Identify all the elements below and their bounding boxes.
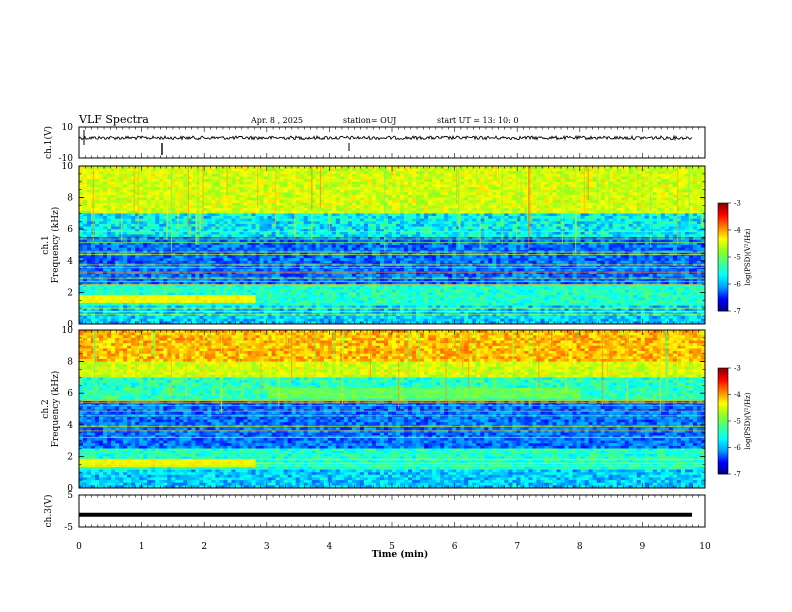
colorbar-tick-label: -5: [734, 418, 741, 426]
x-tick-label: 5: [389, 542, 395, 552]
colorbar-label: log(PSD)(V²/Hz): [744, 392, 752, 449]
x-tick-label: 3: [264, 542, 270, 552]
colorbar-tick-label: -6: [734, 281, 741, 289]
colorbar-tick-label: -3: [734, 200, 741, 208]
ch1-spectrogram-panel: 10 8 6 4 2 0 ch.1 Frequency (kHz): [41, 162, 706, 330]
y-tick-label: -5: [64, 523, 73, 533]
x-tick-label: 8: [577, 542, 583, 552]
ch1-waveform-panel: 10 -10 ch.1(V): [43, 123, 706, 164]
y-tick-label: 8: [67, 358, 73, 368]
colorbar-tick-label: -4: [734, 391, 741, 399]
x-tick-label: 2: [201, 542, 207, 552]
y-axis-label-channel: ch.2: [41, 399, 51, 418]
x-tick-label: 6: [452, 542, 458, 552]
ch3-waveform-panel: 5 -5 ch.3(V): [43, 491, 706, 533]
y-tick-label: 0: [67, 484, 73, 494]
y-tick-label: 0: [67, 320, 73, 330]
y-tick-label: 8: [67, 194, 73, 204]
ch2-colorbar: -3 -4 -5 -6 -7 log(PSD)(V²/Hz): [717, 365, 752, 479]
date-label: Apr. 8 , 2025: [250, 116, 303, 125]
y-tick-label: 10: [62, 162, 74, 172]
y-axis-label: Frequency (kHz): [50, 207, 61, 284]
x-tick-label: 9: [640, 542, 646, 552]
colorbar-tick-label: -7: [734, 308, 741, 316]
y-tick-label: 10: [62, 326, 74, 336]
x-tick-label: 0: [76, 542, 82, 552]
station-label: station= OUJ: [343, 116, 396, 125]
start-ut-label: start UT = 13: 10: 0: [437, 116, 518, 125]
spectrogram-image: [78, 166, 706, 325]
y-axis-label-channel: ch.1: [41, 235, 51, 254]
y-axis-label: ch.1(V): [43, 126, 54, 159]
x-axis-label: Time (min): [372, 549, 429, 560]
spectrogram-image: [79, 330, 706, 489]
y-tick-label: 2: [67, 452, 73, 462]
figure-title: VLF Spectra: [78, 113, 149, 126]
colorbar-label: log(PSD)(V²/Hz): [744, 228, 752, 285]
x-tick-label: 10: [699, 542, 711, 552]
colorbar-tick-label: -4: [734, 227, 741, 235]
x-tick-label: 1: [139, 542, 145, 552]
ch1-colorbar: -3 -4 -5 -6 -7 log(PSD)(V²/Hz): [717, 200, 752, 316]
colorbar-tick-label: -3: [734, 365, 741, 373]
y-axis-label: Frequency (kHz): [50, 371, 61, 448]
y-tick-label: 6: [67, 389, 73, 399]
y-tick-label: 4: [67, 257, 73, 267]
time-axis: 0 1 2 3 4 5 6 7 8 9 10: [76, 542, 711, 552]
colorbar-tick-label: -6: [734, 444, 741, 452]
ch2-spectrogram-panel: 10 8 6 4 2 0 ch.2 Frequency (kHz): [41, 326, 706, 494]
y-tick-label: -10: [59, 154, 74, 164]
y-tick-label: 4: [67, 421, 73, 431]
ch1-trace: [78, 134, 693, 142]
y-tick-label: 2: [67, 288, 73, 298]
x-tick-label: 4: [327, 542, 333, 552]
x-tick-label: 7: [514, 542, 520, 552]
colorbar-tick-label: -5: [734, 254, 741, 262]
y-tick-label: 6: [67, 225, 73, 235]
y-tick-label: 5: [67, 491, 73, 501]
y-tick-label: 10: [62, 123, 74, 133]
colorbar-tick-label: -7: [734, 471, 741, 479]
y-axis-label: ch.3(V): [43, 495, 54, 528]
